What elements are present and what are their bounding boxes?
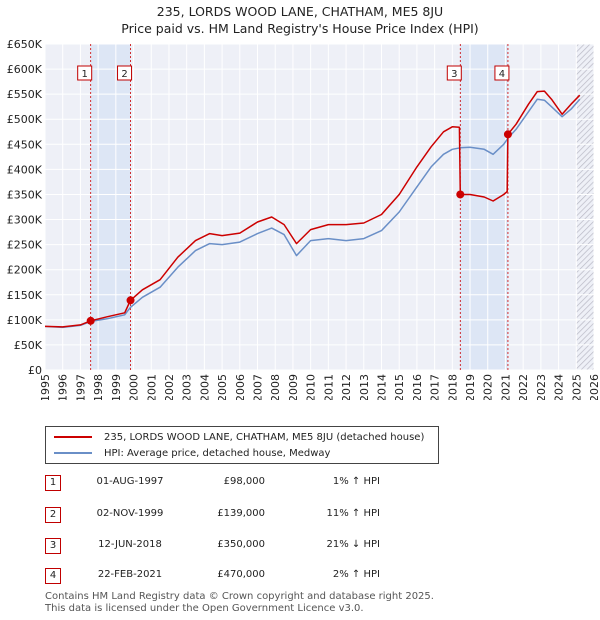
x-tick-label: 2013	[358, 374, 371, 400]
sale-point	[503, 130, 512, 139]
transaction-date: 12-JUN-2018	[98, 539, 162, 550]
transaction-price: £350,000	[217, 539, 265, 550]
sale-label: 3	[451, 69, 457, 80]
transaction-hpi-diff: 21% ↓ HPI	[326, 539, 380, 550]
x-tick-label: 2005	[216, 374, 229, 400]
transaction-hpi-diff: 1% ↑ HPI	[332, 476, 380, 487]
y-tick-label: £100K	[7, 314, 43, 327]
x-tick-label: 2001	[145, 374, 158, 400]
chart-legend: 235, LORDS WOOD LANE, CHATHAM, ME5 8JU (…	[45, 426, 439, 464]
x-tick-label: 2003	[181, 374, 194, 400]
transaction-hpi-diff: 2% ↑ HPI	[332, 569, 380, 580]
y-tick-label: £550K	[7, 88, 43, 101]
y-tick-label: £450K	[7, 138, 43, 151]
transaction-price: £139,000	[217, 508, 265, 519]
transaction-row: 1 01-AUG-1997 £98,000 1% ↑ HPI	[45, 473, 565, 493]
x-tick-label: 1999	[110, 374, 123, 400]
y-tick-label: £500K	[7, 113, 43, 126]
legend-item-property: 235, LORDS WOOD LANE, CHATHAM, ME5 8JU (…	[54, 430, 424, 444]
shaded-period	[460, 44, 508, 370]
y-tick-label: £650K	[7, 38, 43, 51]
y-tick-label: £600K	[7, 63, 43, 76]
y-tick-label: £0	[28, 364, 42, 377]
x-tick-label: 2026	[588, 374, 600, 400]
y-tick-label: £250K	[7, 239, 43, 252]
x-tick-label: 2022	[517, 374, 530, 400]
sale-label: 4	[499, 69, 505, 80]
x-tick-label: 2004	[198, 374, 211, 400]
x-tick-label: 2024	[553, 374, 566, 400]
transaction-row: 4 22-FEB-2021 £470,000 2% ↑ HPI	[45, 566, 565, 586]
transaction-date: 02-NOV-1999	[96, 508, 164, 519]
x-tick-label: 2009	[287, 374, 300, 400]
sale-label-box	[446, 65, 462, 81]
x-tick-label: 2008	[269, 374, 282, 400]
x-tick-label: 2017	[429, 374, 442, 400]
sale-label-box	[77, 65, 93, 81]
y-tick-label: £50K	[14, 339, 43, 352]
chart-title-line1: 235, LORDS WOOD LANE, CHATHAM, ME5 8JU	[156, 4, 444, 19]
x-tick-label: 2019	[464, 374, 477, 400]
x-tick-label: 2007	[252, 374, 265, 400]
y-tick-label: £150K	[7, 289, 43, 302]
x-tick-label: 2002	[163, 374, 176, 400]
sale-point	[86, 316, 95, 325]
x-tick-label: 2006	[234, 374, 247, 400]
transaction-marker: 2	[45, 507, 61, 523]
x-tick-label: 2023	[535, 374, 548, 400]
sale-point	[456, 190, 465, 199]
price-chart: 1 2 3 4 £0 £50K £100K £150K £200K £250K £300K £350K…	[7, 38, 600, 400]
legend-swatch-hpi	[54, 452, 92, 454]
x-tick-label: 1996	[57, 374, 70, 400]
legend-label-hpi: HPI: Average price, detached house, Medw…	[104, 447, 331, 459]
footer-copyright: Contains HM Land Registry data © Crown c…	[45, 591, 434, 602]
y-tick-label: £300K	[7, 214, 43, 227]
x-tick-label: 2021	[499, 374, 512, 400]
footer-licence: This data is licensed under the Open Gov…	[45, 603, 364, 614]
sale-label-box	[117, 65, 133, 81]
legend-item-hpi: HPI: Average price, detached house, Medw…	[54, 446, 330, 460]
transaction-marker: 4	[45, 568, 61, 584]
x-tick-label: 2025	[570, 374, 583, 400]
x-tick-label: 2015	[393, 374, 406, 400]
y-tick-label: £400K	[7, 163, 43, 176]
legend-label-property: 235, LORDS WOOD LANE, CHATHAM, ME5 8JU (…	[104, 431, 425, 443]
y-tick-label: £200K	[7, 264, 43, 277]
x-tick-label: 2020	[482, 374, 495, 400]
transaction-date: 01-AUG-1997	[96, 476, 164, 487]
sale-point	[126, 296, 135, 305]
sale-label: 2	[121, 69, 127, 80]
x-tick-label: 2011	[322, 374, 335, 400]
chart-title-line2: Price paid vs. HM Land Registry's House …	[121, 21, 479, 36]
y-tick-label: £350K	[7, 188, 43, 201]
transaction-marker: 1	[45, 475, 61, 491]
x-tick-label: 1995	[39, 374, 52, 400]
sale-label: 1	[82, 69, 88, 80]
x-tick-label: 1998	[92, 374, 105, 400]
legend-swatch-property	[54, 436, 92, 438]
transaction-hpi-diff: 11% ↑ HPI	[326, 508, 380, 519]
forecast-region	[576, 44, 594, 370]
x-tick-label: 2016	[411, 374, 424, 400]
x-tick-label: 2018	[446, 374, 459, 400]
x-tick-label: 2012	[340, 374, 353, 400]
x-tick-label: 2014	[375, 374, 388, 400]
sale-label-box	[494, 65, 510, 81]
transaction-row: 3 12-JUN-2018 £350,000 21% ↓ HPI	[45, 536, 565, 556]
x-tick-label: 1997	[74, 374, 87, 400]
x-tick-label: 2000	[128, 374, 141, 400]
transaction-price: £98,000	[223, 476, 265, 487]
transaction-row: 2 02-NOV-1999 £139,000 11% ↑ HPI	[45, 505, 565, 525]
transaction-date: 22-FEB-2021	[97, 569, 163, 580]
transaction-marker: 3	[45, 538, 61, 554]
x-tick-label: 2010	[305, 374, 318, 400]
hpi-series-line	[44, 98, 581, 329]
transaction-price: £470,000	[217, 569, 265, 580]
property-series-line	[44, 90, 581, 328]
